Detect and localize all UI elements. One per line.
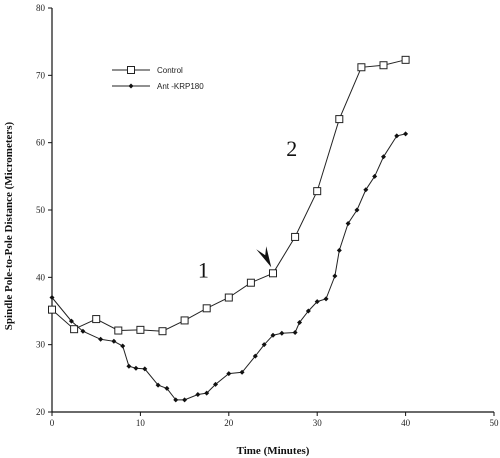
series-1-point-5 xyxy=(120,343,126,349)
series-0-point-13 xyxy=(335,115,344,124)
y-tick-label-4: 60 xyxy=(36,138,46,148)
x-tick-label-4: 40 xyxy=(401,418,411,428)
y-tick-label-2: 40 xyxy=(36,272,46,282)
series-1-point-20 xyxy=(270,332,276,338)
series-layer xyxy=(48,55,410,403)
legend-krp-marker xyxy=(128,83,134,89)
series-1-point-24 xyxy=(305,308,311,314)
series-1-point-27 xyxy=(332,273,338,279)
series-0-point-15 xyxy=(379,61,388,70)
series-1-point-30 xyxy=(354,207,360,213)
x-tick-label-0: 0 xyxy=(50,418,55,428)
x-tick-label-5: 50 xyxy=(490,418,500,428)
x-axis-title: Time (Minutes) xyxy=(237,445,310,457)
series-1-point-4 xyxy=(111,338,117,344)
series-0-point-0 xyxy=(48,305,56,314)
series-1-point-13 xyxy=(195,391,201,397)
series-1-point-7 xyxy=(133,365,139,371)
series-1-point-14 xyxy=(204,390,210,396)
series-1-point-32 xyxy=(372,173,378,179)
series-line-1 xyxy=(51,133,406,401)
series-0-point-1 xyxy=(70,325,79,334)
y-axis-ticks: 20 30 40 50 60 70 80 xyxy=(36,3,52,417)
series-0-point-11 xyxy=(291,232,300,241)
legend-control-label: Control xyxy=(157,66,183,75)
annotation-2: 2 xyxy=(286,136,297,161)
arrowhead-marker xyxy=(256,246,272,268)
y-tick-label-6: 80 xyxy=(36,3,46,13)
series-1-point-17 xyxy=(239,369,245,375)
x-tick-label-1: 10 xyxy=(136,418,146,428)
annotation-1: 1 xyxy=(198,257,209,282)
series-1-point-31 xyxy=(363,187,369,193)
series-1-point-16 xyxy=(226,371,232,377)
series-1-point-29 xyxy=(345,220,351,226)
series-1-point-10 xyxy=(164,385,170,391)
legend: Control Ant -KRP180 xyxy=(112,66,204,91)
y-tick-label-1: 30 xyxy=(36,340,46,350)
series-0-point-9 xyxy=(246,278,255,287)
series-1-point-25 xyxy=(314,299,320,305)
series-1-point-11 xyxy=(173,397,179,403)
series-0-point-6 xyxy=(180,316,189,325)
y-tick-label-0: 20 xyxy=(36,407,46,417)
legend-control-marker xyxy=(127,66,135,74)
x-axis-ticks: 0 10 20 30 40 50 xyxy=(50,412,499,428)
series-0-point-12 xyxy=(313,187,322,196)
series-0-point-5 xyxy=(158,327,167,336)
x-tick-label-3: 30 xyxy=(313,418,323,428)
x-tick-label-2: 20 xyxy=(224,418,234,428)
series-1-point-19 xyxy=(261,342,267,348)
series-0-point-4 xyxy=(136,325,145,334)
series-1-point-2 xyxy=(80,328,86,334)
series-1-point-1 xyxy=(68,318,74,324)
series-1-point-28 xyxy=(336,247,342,253)
series-1-point-15 xyxy=(213,381,219,387)
legend-krp-label: Ant -KRP180 xyxy=(157,82,204,91)
series-0-point-10 xyxy=(269,269,277,278)
y-tick-label-5: 70 xyxy=(36,70,46,80)
series-1-point-22 xyxy=(292,330,298,336)
series-1-point-33 xyxy=(381,154,386,160)
series-1-point-0 xyxy=(49,295,55,301)
series-1-point-12 xyxy=(182,397,188,403)
series-0-point-16 xyxy=(401,55,410,64)
series-1-point-34 xyxy=(394,133,400,139)
series-1-point-18 xyxy=(252,353,258,359)
series-0-point-14 xyxy=(357,63,366,72)
series-1-point-35 xyxy=(403,131,409,137)
series-1-point-21 xyxy=(279,330,285,336)
series-0-point-7 xyxy=(202,304,211,313)
series-0-point-2 xyxy=(92,315,101,324)
series-1-point-6 xyxy=(126,363,132,369)
y-tick-label-3: 50 xyxy=(36,205,46,215)
series-1-point-8 xyxy=(142,366,148,372)
y-axis-title: Spindle Pole-to-Pole Distance (Micromete… xyxy=(3,121,15,330)
series-1-point-3 xyxy=(98,336,104,342)
series-0-point-3 xyxy=(114,326,123,335)
series-1-point-26 xyxy=(323,296,329,302)
series-0-point-8 xyxy=(224,293,233,302)
series-1-point-9 xyxy=(155,382,161,388)
series-line-0 xyxy=(51,59,406,332)
series-1-point-23 xyxy=(297,319,303,325)
plot-area xyxy=(51,8,494,413)
